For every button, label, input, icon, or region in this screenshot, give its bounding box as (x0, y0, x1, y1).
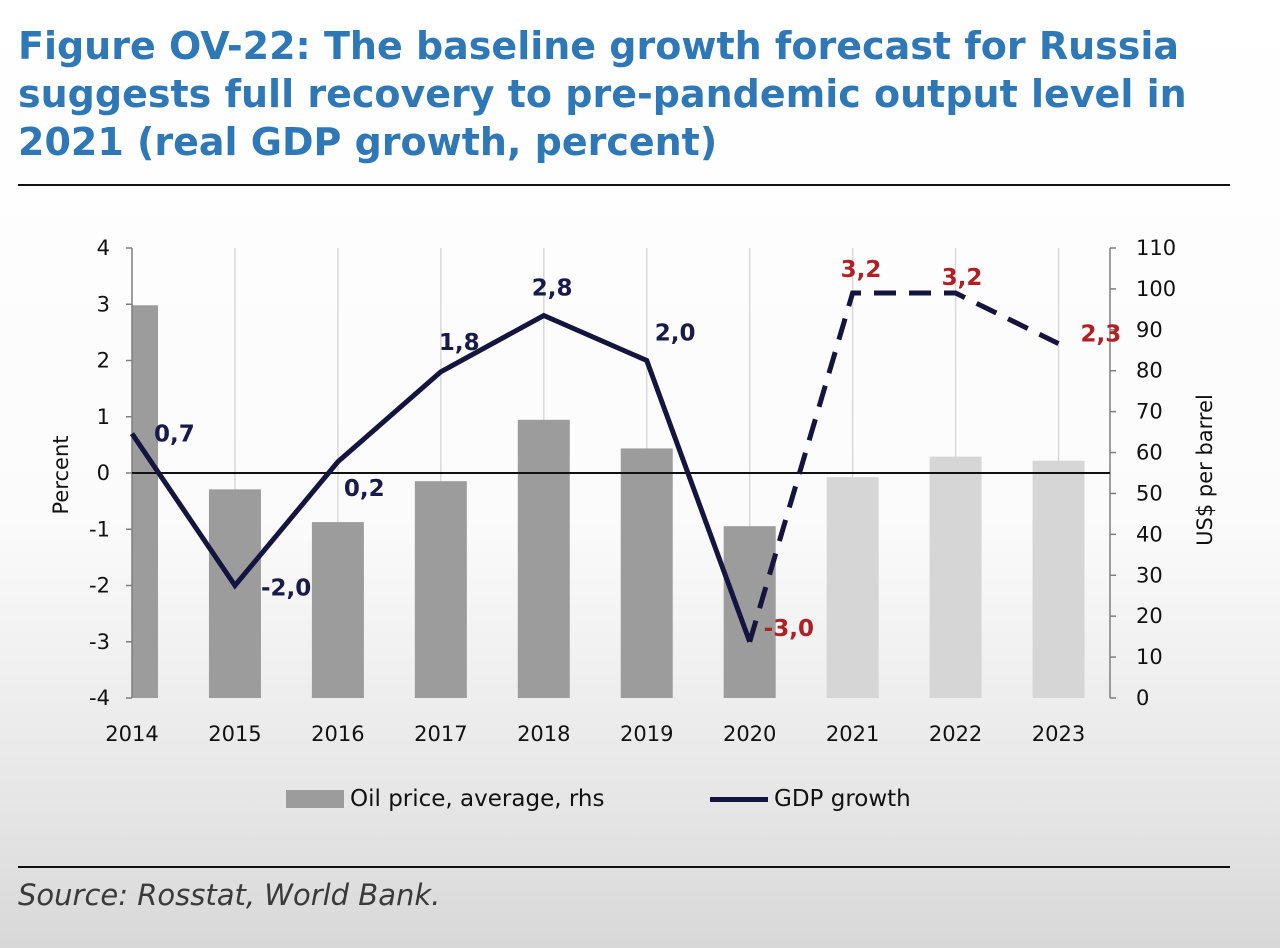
x-tick-label: 2014 (105, 722, 158, 746)
oil-price-bar (1032, 460, 1085, 698)
left-tick-label: 0 (97, 461, 110, 485)
x-tick-label: 2016 (311, 722, 364, 746)
gdp-data-label: 3,2 (841, 257, 882, 283)
left-tick-label: -1 (89, 517, 110, 541)
right-tick-label: 30 (1136, 563, 1163, 587)
source-divider (18, 866, 1230, 868)
oil-price-bar (929, 456, 982, 698)
source-note: Source: Rosstat, World Bank. (18, 878, 441, 912)
right-tick-label: 100 (1136, 277, 1176, 301)
x-tick-label: 2023 (1032, 722, 1085, 746)
right-tick-label: 0 (1136, 686, 1149, 710)
oil-price-bar (826, 477, 879, 698)
x-tick-label: 2019 (620, 722, 673, 746)
x-tick-label: 2022 (929, 722, 982, 746)
oil-price-bar (414, 481, 467, 698)
right-tick-label: 80 (1136, 359, 1163, 383)
oil-price-bar (620, 448, 673, 698)
oil-price-bar (311, 522, 364, 698)
right-axis-title: US$ per barrel (1193, 394, 1217, 546)
x-tick-label: 2020 (723, 722, 776, 746)
x-tick-label: 2021 (826, 722, 879, 746)
right-tick-label: 40 (1136, 522, 1163, 546)
gdp-data-label: 1,8 (439, 330, 480, 356)
chart-legend: Oil price, average, rhs GDP growth (0, 786, 1280, 820)
right-tick-label: 70 (1136, 400, 1163, 424)
legend-label-oil: Oil price, average, rhs (350, 786, 605, 812)
oil-price-bar (517, 419, 570, 698)
left-tick-label: -3 (89, 630, 110, 654)
left-tick-label: -2 (89, 574, 110, 598)
left-axis-title: Percent (49, 435, 73, 514)
x-tick-label: 2018 (517, 722, 570, 746)
oil-price-bar (723, 526, 776, 698)
gdp-growth-forecast-line (747, 290, 1060, 643)
right-tick-label: 10 (1136, 645, 1163, 669)
right-tick-label: 60 (1136, 441, 1163, 465)
legend-swatch-gdp (710, 796, 768, 802)
gdp-data-label: 0,7 (154, 422, 195, 448)
right-tick-label: 90 (1136, 318, 1163, 342)
left-tick-label: 1 (97, 405, 110, 429)
x-tick-label: 2015 (208, 722, 261, 746)
gdp-growth-line (129, 312, 753, 643)
title-divider (18, 184, 1230, 186)
gdp-data-label: 0,2 (344, 476, 385, 502)
gdp-data-label: 2,8 (532, 276, 573, 302)
gdp-data-label: -3,0 (764, 616, 814, 642)
left-tick-label: -4 (89, 686, 110, 710)
x-tick-label: 2017 (414, 722, 467, 746)
legend-item-oil: Oil price, average, rhs (286, 786, 604, 812)
legend-label-gdp: GDP growth (774, 786, 911, 812)
legend-swatch-oil (286, 790, 344, 808)
chart-title: Figure OV-22: The baseline growth foreca… (18, 24, 1187, 164)
left-tick-label: 2 (97, 349, 110, 373)
gdp-data-label: -2,0 (261, 576, 311, 602)
legend-item-gdp: GDP growth (710, 786, 911, 812)
chart-area: -4-3-2-101234010203040506070809010011020… (49, 236, 1217, 746)
gdp-data-label: 2,0 (655, 321, 696, 347)
right-tick-label: 50 (1136, 481, 1163, 505)
right-tick-label: 20 (1136, 604, 1163, 628)
oil-price-bar (208, 489, 261, 698)
left-tick-label: 3 (97, 292, 110, 316)
right-tick-label: 110 (1136, 236, 1176, 260)
gdp-data-label: 3,2 (942, 265, 983, 291)
gdp-data-label: 2,3 (1081, 322, 1122, 348)
left-tick-label: 4 (97, 236, 110, 260)
oil-price-bar (132, 305, 158, 698)
